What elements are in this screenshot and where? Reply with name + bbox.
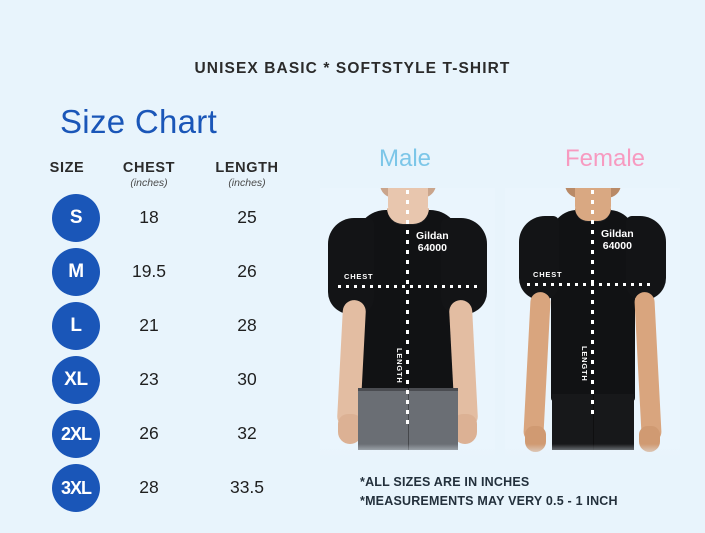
size-badge-3xl: 3XL [52,464,100,512]
male-brand-style: 64000 [417,242,447,255]
model-photo-male: CHEST LENGTH Gildan 64000 [320,188,495,460]
footer-notes: *ALL SIZES ARE IN INCHES *MEASUREMENTS M… [360,473,618,512]
column-header-length: LENGTH (inches) [202,160,292,189]
male-brand-mark: Gildan 64000 [416,230,449,254]
column-header-chest: CHEST (inches) [110,160,188,189]
size-badge-2xl: 2XL [52,410,100,458]
male-length-guide-line [406,190,409,426]
column-header-size: SIZE [36,160,98,176]
female-sleeve-left [519,216,559,300]
cell-chest-xl: 23 [139,369,159,389]
note-line-1: *ALL SIZES ARE IN INCHES [360,475,530,489]
male-photo-fade [320,444,495,460]
column-header-chest-label: CHEST [122,160,176,176]
female-length-label: LENGTH [580,346,589,382]
male-sleeve-right [441,218,487,314]
cell-length-xl: 30 [237,369,257,389]
size-badge-l: L [52,302,100,350]
note-line-2: *MEASUREMENTS MAY VERY 0.5 - 1 INCH [360,494,618,509]
male-sleeve-left [328,218,374,314]
cell-chest-l: 21 [139,315,159,335]
female-sleeve-right [626,216,666,300]
model-photo-female: CHEST LENGTH Gildan 64000 [505,188,680,460]
female-brand-mark: Gildan 64000 [601,228,634,252]
page-title: UNISEX BASIC * SOFTSTYLE T-SHIRT [194,60,511,77]
label-male: Male [378,145,432,172]
column-header-length-label: LENGTH [215,160,279,176]
female-arm-left [523,291,551,443]
cell-length-l: 28 [237,315,257,335]
female-brand-name: Gildan [601,228,634,240]
female-brand-style: 64000 [602,240,632,253]
cell-length-2xl: 32 [237,423,257,443]
female-chest-label: CHEST [533,270,563,279]
label-female: Female [564,145,646,172]
cell-chest-2xl: 26 [139,423,159,443]
column-header-length-unit: (inches) [228,177,266,189]
female-pants-seam [592,394,594,450]
male-chest-label: CHEST [344,272,374,281]
column-header-chest-unit: (inches) [130,177,168,189]
column-header-size-label: SIZE [49,160,85,176]
cell-length-s: 25 [237,207,257,227]
cell-chest-m: 19.5 [131,261,167,281]
size-badge-s: S [52,194,100,242]
size-badge-xl: XL [52,356,100,404]
female-length-guide-line [591,190,594,418]
cell-chest-s: 18 [139,207,159,227]
male-length-label: LENGTH [395,348,404,384]
cell-length-m: 26 [237,261,257,281]
female-arm-right [634,291,662,443]
female-photo-fade [505,444,680,460]
male-brand-name: Gildan [416,230,449,242]
cell-chest-3xl: 28 [139,477,159,497]
size-badge-m: M [52,248,100,296]
size-chart-heading: Size Chart [60,103,218,140]
cell-length-3xl: 33.5 [229,477,265,497]
